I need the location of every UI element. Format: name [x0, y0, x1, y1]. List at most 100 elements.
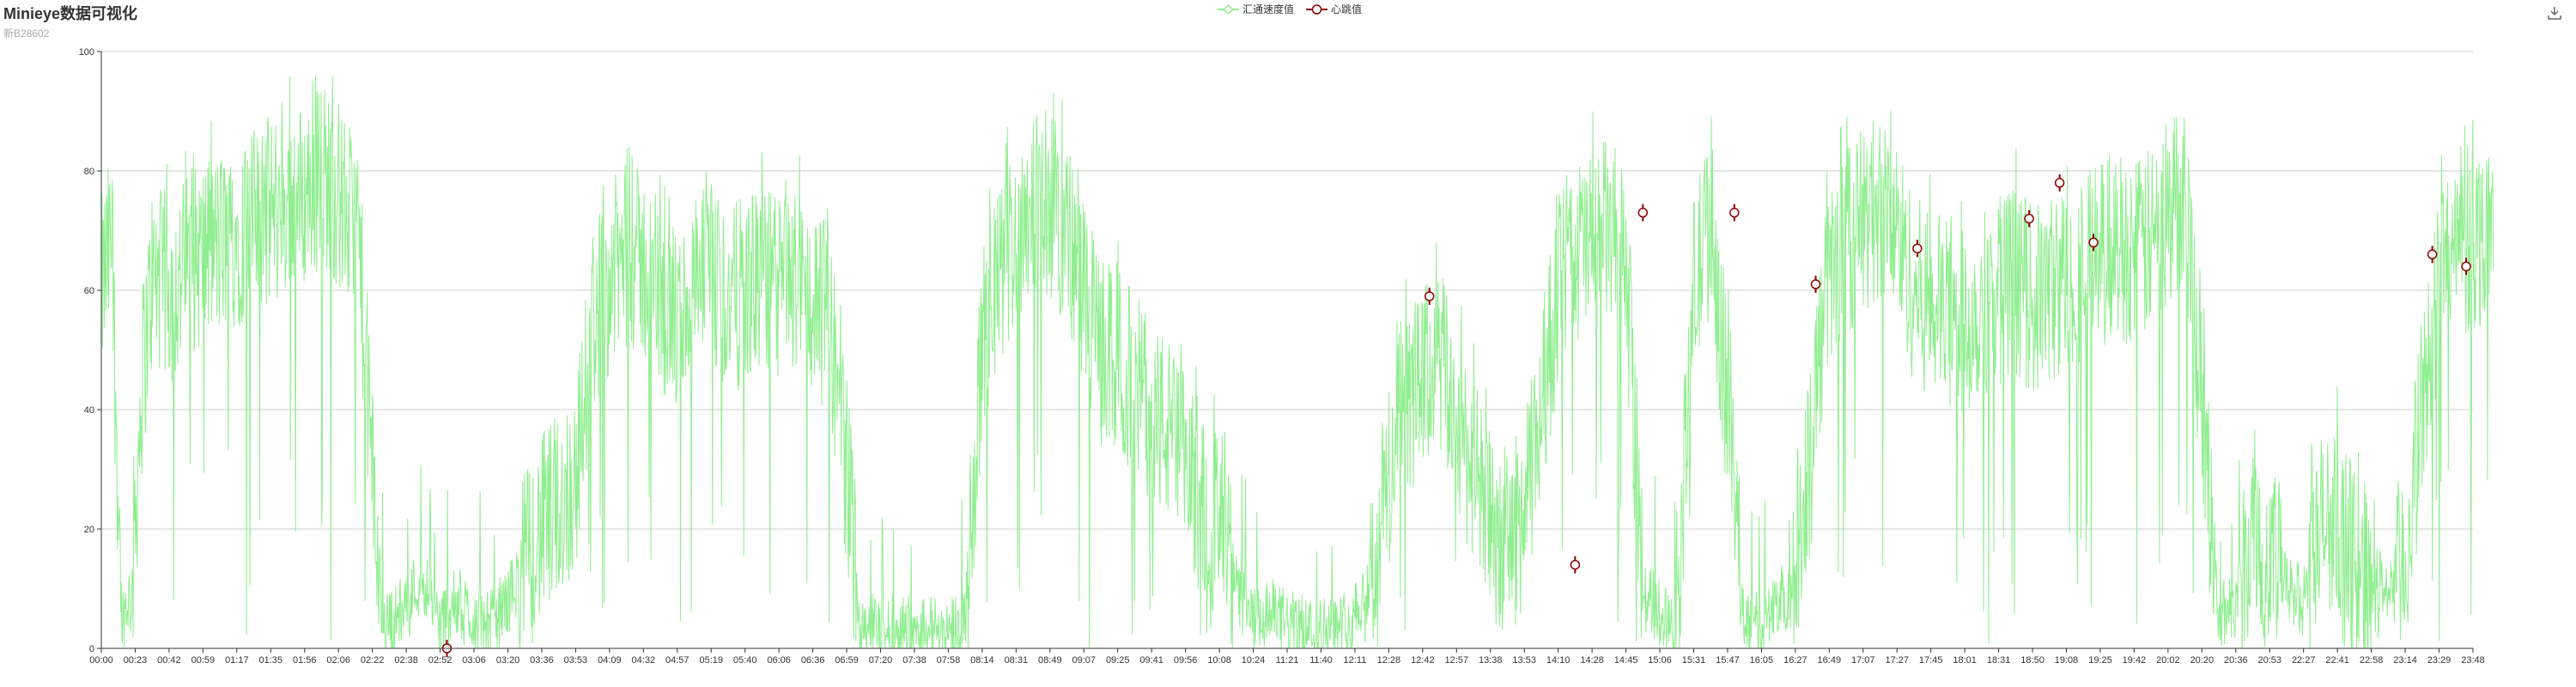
x-tick-label: 05:40 — [733, 655, 757, 666]
x-tick-label: 09:07 — [1072, 655, 1096, 666]
chart-subtitle: 新B28602 — [3, 27, 50, 40]
heartbeat-point — [2088, 237, 2099, 248]
x-tick-label: 03:06 — [462, 655, 486, 666]
y-tick-label: 60 — [84, 286, 94, 296]
legend-label-speed: 汇通速度值 — [1242, 3, 1295, 15]
x-tick-label: 22:41 — [2325, 655, 2349, 666]
x-tick-label: 12:42 — [1411, 655, 1435, 666]
x-tick-label: 14:28 — [1580, 655, 1604, 666]
x-tick-label: 11:40 — [1309, 655, 1333, 666]
x-tick-label: 12:28 — [1377, 655, 1401, 666]
legend-label-heartbeat: 心跳值 — [1331, 3, 1363, 15]
x-tick-label: 20:02 — [2156, 655, 2180, 666]
x-tick-label: 04:09 — [598, 655, 622, 666]
x-tick-label: 18:31 — [1987, 655, 2011, 666]
x-tick-label: 06:06 — [767, 655, 791, 666]
x-tick-label: 02:22 — [361, 655, 385, 666]
x-tick-label: 19:08 — [2055, 655, 2079, 666]
x-tick-label: 04:32 — [632, 655, 656, 666]
x-tick-label: 09:41 — [1139, 655, 1163, 666]
x-tick-label: 17:27 — [1885, 655, 1909, 666]
x-tick-label: 12:57 — [1445, 655, 1469, 666]
x-tick-label: 07:20 — [869, 655, 893, 666]
x-tick-label: 04:57 — [665, 655, 690, 666]
x-tick-label: 00:00 — [89, 655, 113, 666]
x-tick-label: 22:27 — [2292, 655, 2316, 666]
x-tick-label: 03:36 — [530, 655, 554, 666]
heartbeat-point — [2054, 178, 2065, 188]
chart-title: Minieye数据可视化 — [3, 5, 138, 22]
x-tick-label: 01:56 — [293, 655, 317, 666]
heartbeat-point — [1637, 207, 1649, 218]
x-tick-label: 10:24 — [1242, 655, 1266, 666]
legend-item-heartbeat[interactable]: 心跳值 — [1306, 2, 1362, 16]
x-tick-label: 17:45 — [1919, 655, 1943, 666]
x-tick-label: 22:58 — [2360, 655, 2384, 666]
x-tick-label: 09:56 — [1174, 655, 1198, 666]
x-tick-label: 16:27 — [1783, 655, 1807, 666]
x-tick-label: 13:53 — [1512, 655, 1536, 666]
y-tick-label: 0 — [89, 644, 94, 654]
x-tick-label: 09:25 — [1106, 655, 1130, 666]
x-tick-label: 16:49 — [1818, 655, 1842, 666]
x-tick-label: 20:20 — [2190, 655, 2215, 666]
x-tick-label: 23:48 — [2461, 655, 2485, 666]
heartbeat-point — [1424, 291, 1435, 301]
x-tick-label: 17:07 — [1851, 655, 1875, 666]
hollow-circle-icon — [1306, 3, 1328, 15]
x-tick-label: 10:08 — [1207, 655, 1231, 666]
heartbeat-point — [2024, 213, 2034, 224]
y-tick-label: 100 — [79, 47, 94, 58]
x-tick-label: 00:42 — [157, 655, 181, 666]
hollow-diamond-icon — [1218, 3, 1239, 15]
y-tick-label: 80 — [84, 167, 94, 177]
x-tick-label: 19:25 — [2088, 655, 2112, 666]
legend: 汇通速度值 心跳值 — [1218, 2, 1362, 16]
heartbeat-point — [1570, 559, 1581, 570]
y-tick-label: 20 — [84, 525, 94, 535]
x-tick-label: 06:36 — [801, 655, 825, 666]
x-tick-label: 08:14 — [970, 655, 994, 666]
x-tick-label: 08:49 — [1038, 655, 1062, 666]
x-tick-label: 14:10 — [1546, 655, 1571, 666]
x-tick-label: 18:50 — [2020, 655, 2044, 666]
x-tick-label: 19:42 — [2123, 655, 2147, 666]
grid-lines — [101, 51, 2473, 530]
heartbeat-point — [1810, 279, 1821, 289]
x-tick-label: 16:05 — [1750, 655, 1774, 666]
x-tick-label: 01:17 — [225, 655, 249, 666]
x-tick-label: 02:52 — [428, 655, 453, 666]
x-tick-label: 20:36 — [2224, 655, 2248, 666]
heartbeat-point — [1912, 243, 1923, 254]
x-tick-label: 15:47 — [1716, 655, 1740, 666]
x-tick-label: 12:11 — [1344, 655, 1367, 666]
legend-item-speed[interactable]: 汇通速度值 — [1218, 2, 1294, 16]
x-tick-label: 00:23 — [124, 655, 148, 666]
x-tick-label: 03:53 — [564, 655, 588, 666]
x-tick-label: 14:45 — [1614, 655, 1638, 666]
x-tick-label: 11:21 — [1276, 655, 1299, 666]
x-tick-label: 23:29 — [2427, 655, 2451, 666]
x-tick-label: 06:59 — [835, 655, 859, 666]
x-tick-label: 15:31 — [1682, 655, 1706, 666]
x-tick-label: 00:59 — [191, 655, 216, 666]
x-tick-label: 20:53 — [2257, 655, 2281, 666]
x-tick-label: 07:58 — [937, 655, 961, 666]
speed-line — [100, 75, 2494, 650]
heartbeat-point — [1729, 207, 1740, 218]
x-tick-label: 18:01 — [1953, 655, 1977, 666]
x-tick-label: 13:38 — [1479, 655, 1503, 666]
x-tick-label: 15:06 — [1648, 655, 1672, 666]
x-tick-label: 02:38 — [394, 655, 418, 666]
heartbeat-point — [2461, 261, 2471, 271]
y-tick-label: 40 — [84, 405, 94, 416]
x-tick-label: 23:14 — [2393, 655, 2417, 666]
x-tick-label: 01:35 — [259, 655, 283, 666]
series-speed — [100, 75, 2494, 650]
x-tick-label: 03:20 — [496, 655, 520, 666]
x-tick-label: 05:19 — [699, 655, 723, 666]
download-icon[interactable] — [2547, 5, 2562, 21]
x-tick-label: 07:38 — [902, 655, 927, 666]
